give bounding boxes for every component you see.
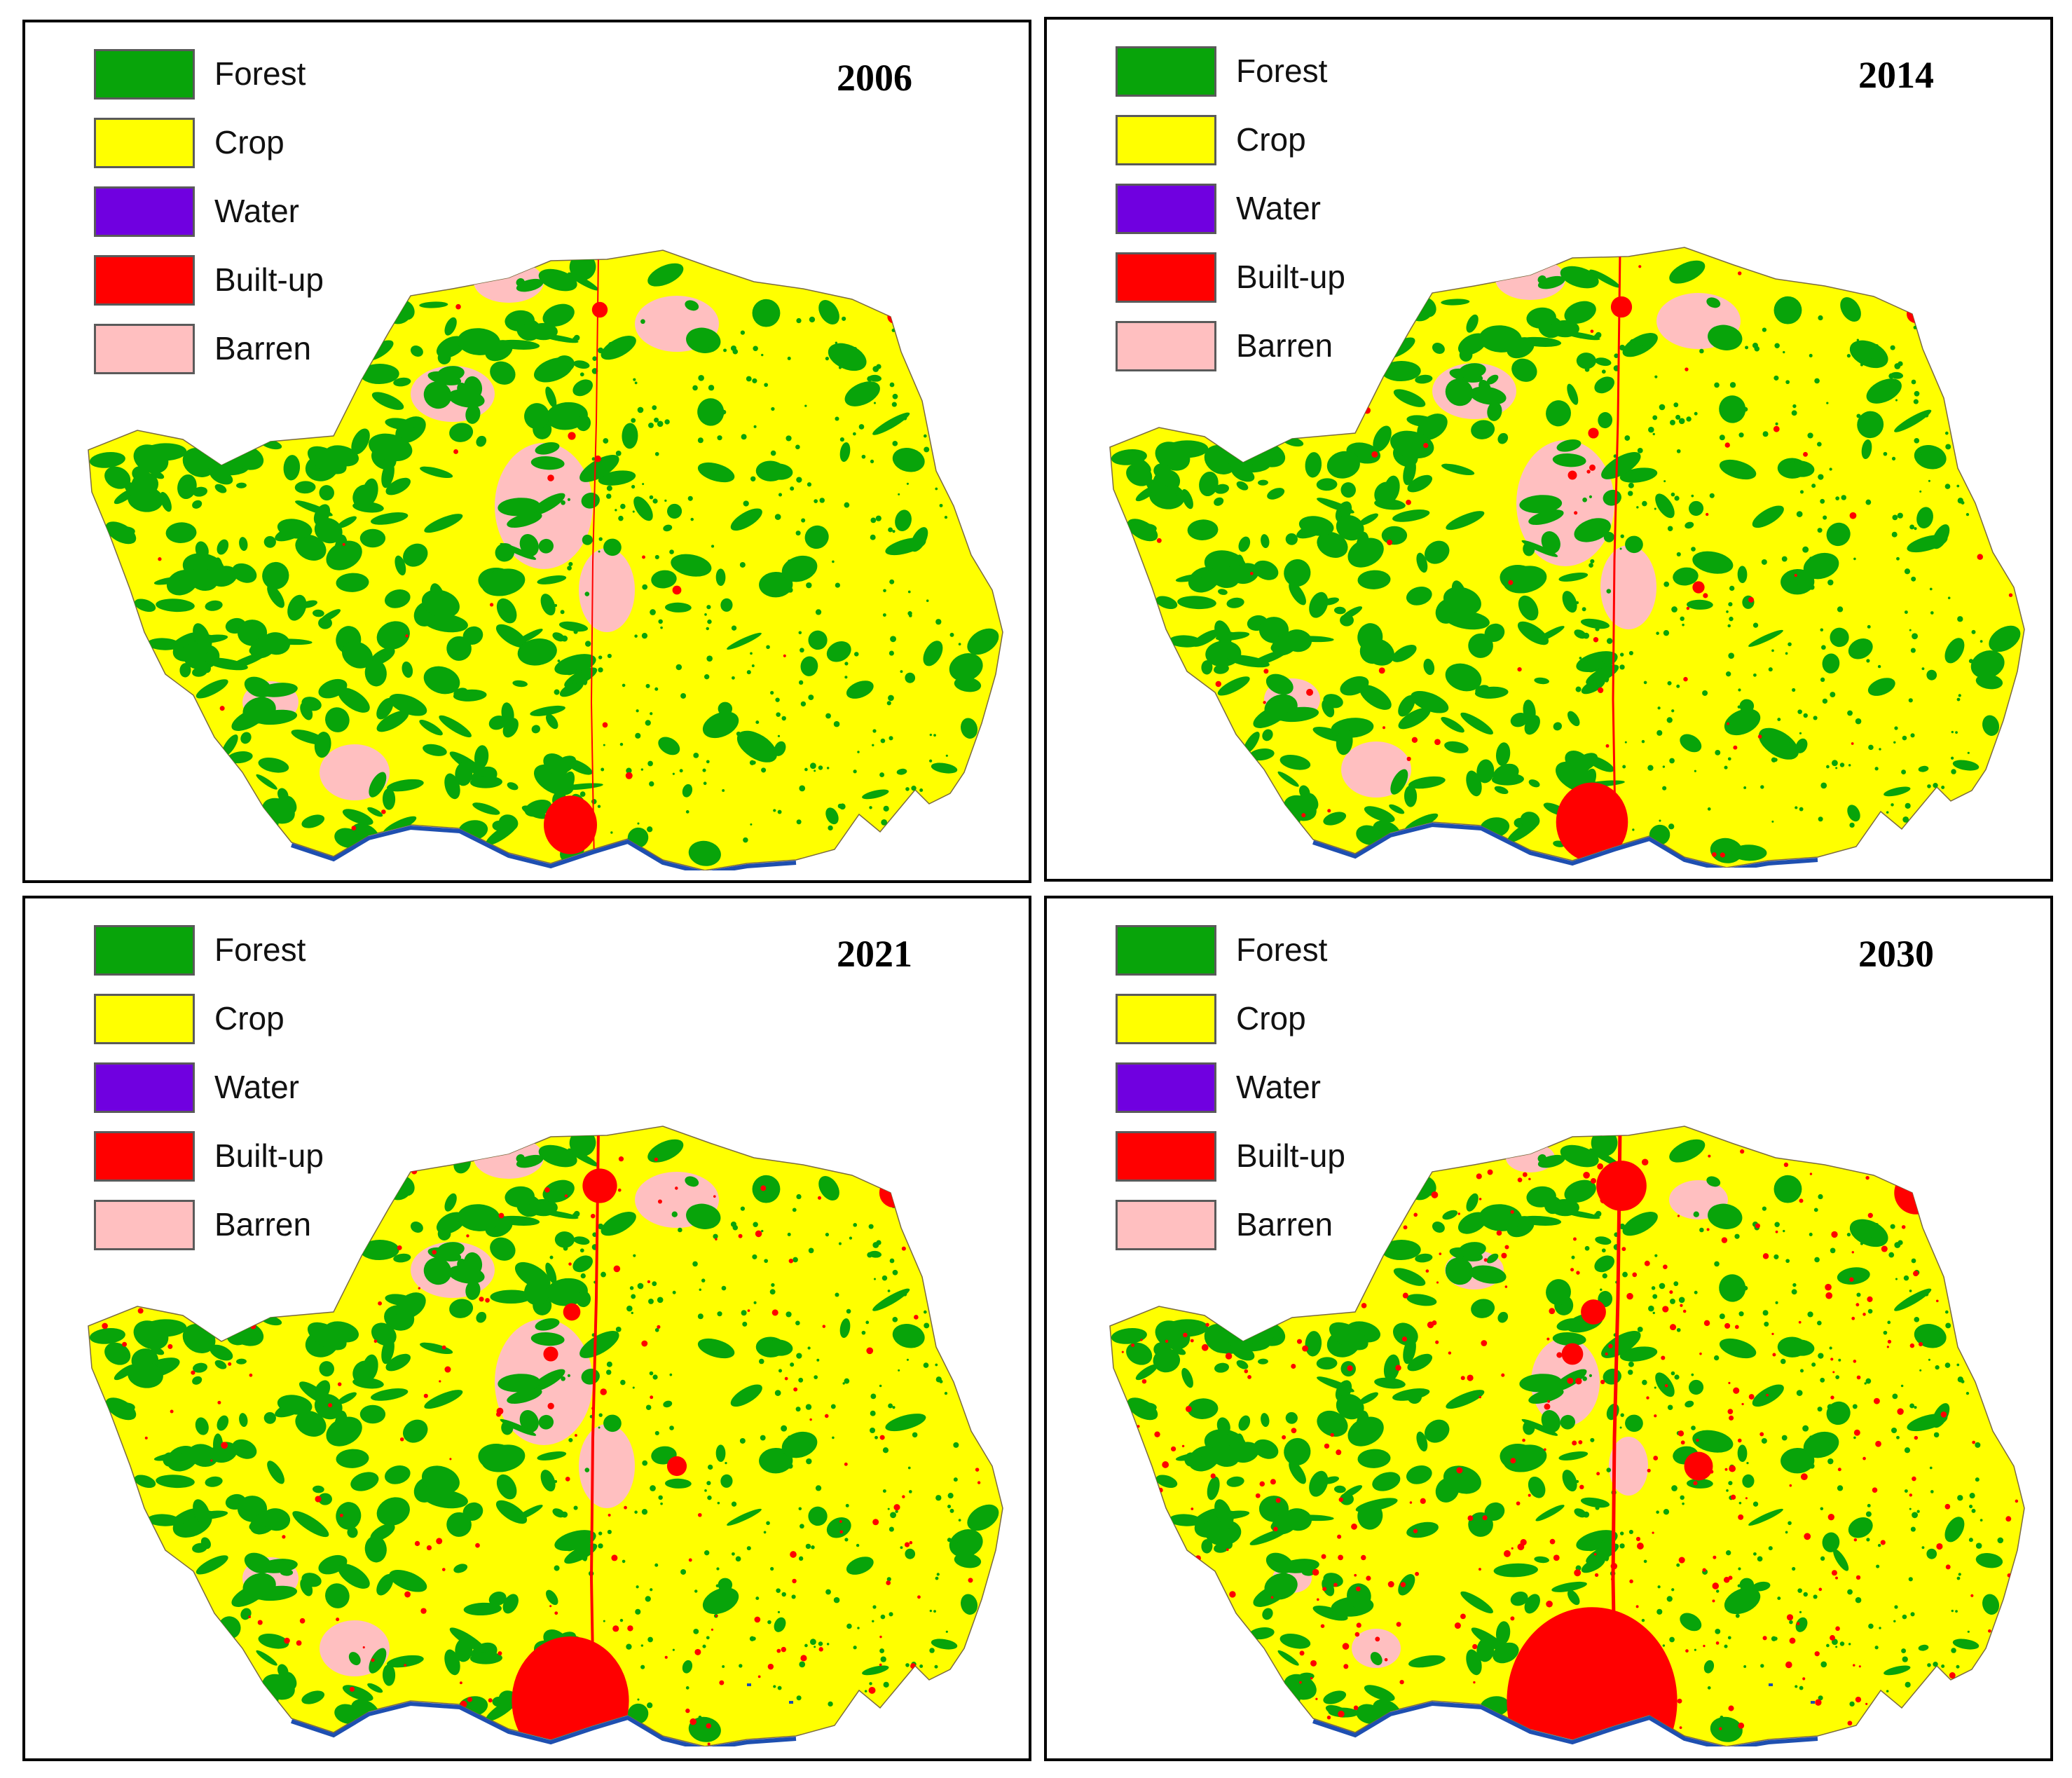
legend-swatch-builtup: [1116, 252, 1216, 303]
legend-label: Water: [214, 193, 299, 229]
legend-item-crop: Crop: [1116, 115, 1396, 167]
legend-label: Crop: [1236, 121, 1306, 158]
legend-item-water: Water: [94, 1062, 374, 1114]
legend-item-builtup: Built-up: [1116, 252, 1396, 304]
legend-item-water: Water: [1116, 184, 1396, 235]
legend-swatch-crop: [1116, 115, 1216, 165]
legend-swatch-water: [94, 1062, 195, 1113]
year-label: 2014: [1858, 54, 1934, 96]
legend-swatch-crop: [94, 994, 195, 1044]
year-label: 2030: [1858, 933, 1934, 975]
legend-swatch-barren: [94, 1200, 195, 1250]
legend-label: Crop: [214, 124, 284, 160]
legend-swatch-builtup: [94, 255, 195, 306]
legend-label: Water: [1236, 1069, 1321, 1105]
legend-item-crop: Crop: [94, 118, 374, 170]
legend-swatch-crop: [1116, 994, 1216, 1044]
legend-item-barren: Barren: [1116, 1200, 1396, 1252]
legend-item-crop: Crop: [94, 994, 374, 1046]
legend-swatch-forest: [94, 925, 195, 976]
legend-item-builtup: Built-up: [94, 1131, 374, 1183]
legend-swatch-crop: [94, 118, 195, 168]
legend-label: Built-up: [1236, 1137, 1345, 1174]
legend-swatch-barren: [1116, 1200, 1216, 1250]
legend-swatch-forest: [1116, 46, 1216, 97]
legend-label: Forest: [214, 931, 306, 968]
legend-label: Built-up: [214, 1137, 324, 1174]
legend-item-crop: Crop: [1116, 994, 1396, 1046]
legend-item-forest: Forest: [94, 49, 374, 101]
map-panel-2030: Forest Crop Water Built-up Barren 2030: [1044, 896, 2053, 1761]
legend-item-barren: Barren: [1116, 321, 1396, 373]
legend-label: Crop: [1236, 1000, 1306, 1037]
legend-swatch-barren: [1116, 321, 1216, 371]
legend-label: Crop: [214, 1000, 284, 1037]
legend-item-builtup: Built-up: [1116, 1131, 1396, 1183]
legend-label: Built-up: [214, 261, 324, 298]
legend-label: Water: [214, 1069, 299, 1105]
legend-item-barren: Barren: [94, 1200, 374, 1252]
legend-label: Barren: [1236, 1206, 1333, 1243]
land-cover-map: [88, 1126, 1003, 1746]
land-cover-map: [1109, 247, 2025, 868]
land-cover-map: [1109, 1126, 2025, 1746]
legend-swatch-water: [94, 186, 195, 237]
legend-item-builtup: Built-up: [94, 255, 374, 307]
legend-item-water: Water: [1116, 1062, 1396, 1114]
legend-label: Forest: [1236, 53, 1328, 89]
legend-swatch-builtup: [94, 1131, 195, 1182]
map-panel-2021: Forest Crop Water Built-up Barren 2021: [22, 896, 1031, 1761]
legend-label: Water: [1236, 190, 1321, 226]
legend-swatch-water: [1116, 184, 1216, 234]
legend-label: Barren: [214, 1206, 312, 1243]
year-label: 2021: [837, 933, 912, 975]
legend-swatch-builtup: [1116, 1131, 1216, 1182]
legend-item-forest: Forest: [94, 925, 374, 977]
legend-swatch-forest: [94, 49, 195, 100]
legend-item-forest: Forest: [1116, 925, 1396, 977]
legend-label: Built-up: [1236, 259, 1345, 295]
legend-label: Forest: [1236, 931, 1328, 968]
legend-label: Barren: [1236, 327, 1333, 364]
legend-item-water: Water: [94, 186, 374, 238]
legend-item-barren: Barren: [94, 324, 374, 376]
legend-swatch-barren: [94, 324, 195, 374]
map-panel-2006: Forest Crop Water Built-up Barren 2006: [22, 20, 1031, 883]
legend-item-forest: Forest: [1116, 46, 1396, 98]
year-label: 2006: [837, 57, 912, 99]
legend-swatch-water: [1116, 1062, 1216, 1113]
legend-label: Forest: [214, 55, 306, 92]
land-cover-map: [88, 249, 1003, 870]
legend-swatch-forest: [1116, 925, 1216, 976]
legend-label: Barren: [214, 330, 312, 367]
map-panel-2014: Forest Crop Water Built-up Barren 2014: [1044, 17, 2053, 882]
